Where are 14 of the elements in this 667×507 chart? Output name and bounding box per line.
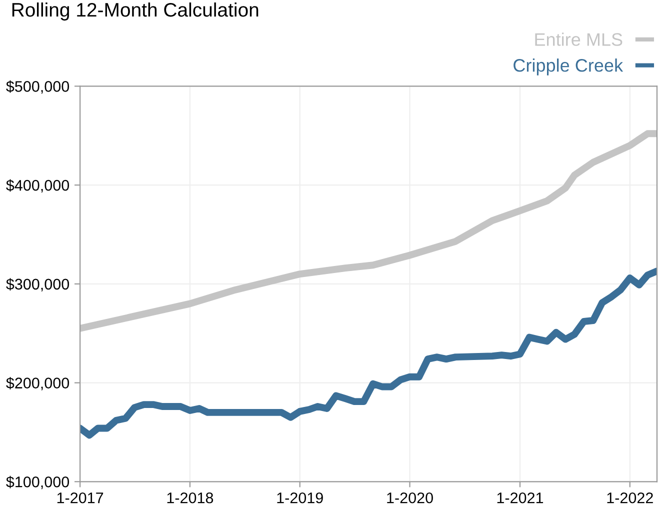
chart-title: Rolling 12-Month Calculation [12,2,258,21]
y-tick-label: $400,000 [6,179,70,193]
y-tick-label: $100,000 [6,476,70,490]
y-tick-label: $500,000 [6,80,70,94]
x-tick-label: 1-2019 [277,492,323,504]
y-tick-label: $300,000 [6,278,70,292]
x-tick-label: 1-2018 [167,492,214,504]
x-tick-label: 1-2021 [497,492,544,504]
legend-label: Entire MLS [535,32,622,46]
x-tick-label: 1-2020 [387,492,433,504]
legend-label: Cripple Creek [514,58,624,76]
x-tick-label: 1-2017 [57,492,104,504]
x-tick-label: 1-2022 [607,492,653,504]
y-tick-label: $200,000 [6,377,70,390]
